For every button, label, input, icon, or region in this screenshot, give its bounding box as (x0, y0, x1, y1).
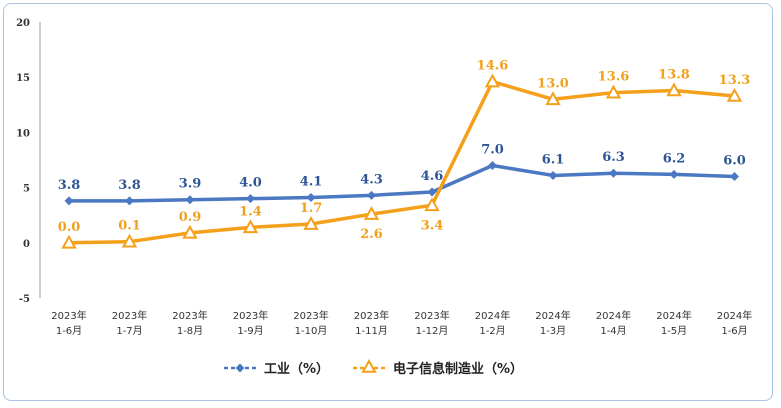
data-label: 6.0 (723, 154, 746, 169)
data-label: 13.8 (658, 67, 690, 82)
data-label: 3.9 (179, 177, 202, 192)
x-tick-label: 2024年 (535, 309, 570, 322)
data-label: 3.8 (118, 178, 141, 193)
diamond-marker (235, 363, 245, 373)
diamond-marker (246, 194, 255, 204)
x-tick-label: 1-3月 (540, 325, 566, 337)
data-label: 6.1 (542, 152, 565, 167)
data-label: 4.3 (360, 172, 383, 187)
x-tick-label: 2023年 (414, 309, 449, 322)
data-label: 13.6 (598, 70, 630, 85)
y-tick-label: 20 (16, 18, 30, 29)
data-label: 13.3 (719, 73, 751, 88)
data-label: 4.1 (300, 175, 323, 190)
data-label: 3.4 (421, 218, 444, 233)
triangle-marker (303, 215, 319, 230)
data-label: 6.3 (602, 150, 625, 165)
triangle-marker (242, 219, 259, 234)
legend-label: 工业（%） (264, 361, 329, 377)
diamond-marker (427, 187, 437, 197)
data-label: 6.2 (663, 151, 686, 166)
x-tick-label: 1-11月 (355, 325, 388, 337)
y-tick-label: 5 (23, 184, 30, 195)
triangle-marker (424, 197, 440, 212)
x-tick-label: 1-9月 (237, 325, 263, 337)
diamond-marker (185, 195, 195, 205)
diamond-marker (548, 170, 558, 180)
triangle-marker (666, 82, 682, 97)
diamond-marker (367, 190, 376, 200)
x-tick-label: 1-6月 (721, 325, 747, 337)
x-tick-label: 1-4月 (600, 325, 626, 337)
data-label: 0.0 (58, 220, 81, 235)
data-label: 3.8 (58, 178, 81, 193)
triangle-marker (605, 84, 622, 99)
y-tick-label: 10 (16, 128, 30, 139)
x-tick-label: 2023年 (51, 309, 86, 322)
x-tick-label: 2024年 (475, 309, 510, 322)
series-line (69, 163, 735, 203)
y-tick-label: -5 (19, 294, 30, 305)
x-tick-label: 1-5月 (661, 325, 687, 337)
data-label: 14.6 (477, 59, 509, 74)
x-tick-label: 2024年 (656, 309, 691, 322)
triangle-marker (363, 206, 380, 220)
data-label: 1.7 (300, 201, 323, 216)
y-tick-labels: 20 15 10 5 0 -5 (16, 18, 30, 305)
legend: 工业（%） 电子信息制造业（%） (224, 358, 523, 377)
data-label: 2.6 (360, 227, 383, 242)
series-layer (61, 73, 743, 249)
x-tick-label: 2023年 (172, 309, 207, 322)
diamond-marker (609, 168, 618, 178)
diamond-marker (64, 196, 74, 206)
x-tick-label: 2023年 (293, 309, 328, 322)
diamond-marker (306, 193, 316, 203)
data-label: 0.1 (118, 219, 141, 234)
diamond-marker (730, 172, 739, 182)
x-tick-label: 1-6月 (56, 325, 82, 337)
x-tick-label: 1-7月 (116, 325, 142, 337)
x-tick-label: 1-8月 (177, 325, 203, 337)
series-line (68, 79, 735, 245)
triangle-marker (361, 358, 377, 373)
triangle-marker (545, 91, 561, 106)
data-label: 7.0 (481, 143, 504, 158)
data-label: 13.0 (537, 76, 569, 91)
legend-label: 电子信息制造业（%） (393, 361, 523, 377)
y-tick-label: 0 (23, 239, 30, 250)
triangle-marker (182, 224, 198, 239)
diamond-marker (488, 161, 497, 171)
triangle-marker (484, 73, 501, 88)
x-tick-label: 1-2月 (479, 325, 505, 337)
data-label: 1.4 (239, 204, 262, 219)
data-label: 0.9 (179, 210, 202, 225)
data-label: 4.6 (421, 169, 444, 184)
y-tick-label: 15 (16, 73, 30, 84)
diamond-marker (125, 196, 134, 206)
triangle-marker (121, 233, 138, 248)
x-tick-label: 1-10月 (295, 325, 328, 337)
x-tick-labels: 2023年 1-6月 2023年 1-7月 2023年 1-8月 2023年 1-9月 2023… (51, 309, 752, 337)
triangle-marker (726, 87, 743, 102)
x-tick-label: 2023年 (112, 309, 147, 322)
x-tick-label: 2024年 (596, 309, 631, 322)
triangle-marker (61, 234, 77, 249)
diamond-marker (669, 169, 679, 179)
data-labels: 3.8 3.8 3.9 4.0 4.1 4.3 4.6 7.0 6.1 6.3 6.2 6.0 0.0 0… (58, 59, 751, 242)
x-tick-label: 1-12月 (416, 325, 449, 337)
x-tick-label: 2024年 (717, 309, 752, 322)
x-tick-label: 2023年 (233, 309, 268, 322)
x-tick-label: 2023年 (354, 309, 389, 322)
data-label: 4.0 (239, 176, 262, 191)
